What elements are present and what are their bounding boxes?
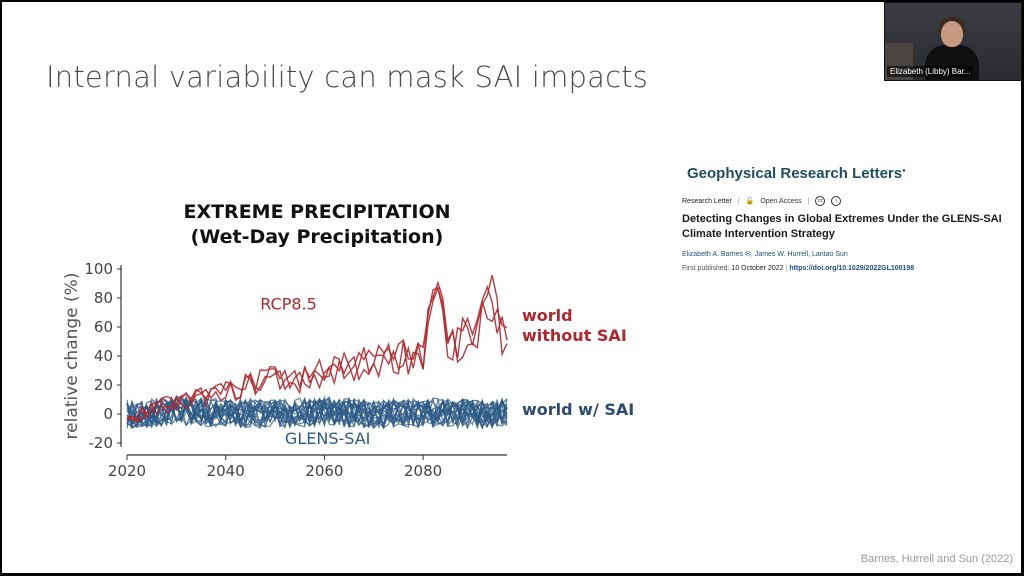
article-type: Research Letter <box>682 197 732 205</box>
x-tick-label: 2040 <box>207 462 245 480</box>
first-published-label: First published: <box>682 265 730 272</box>
journal-mark-icon: ● <box>902 168 906 174</box>
journal-name: Geophysical Research Letters● <box>687 165 1012 182</box>
glens-sai-member-line <box>126 397 508 429</box>
lock-icon: 🔓 <box>745 198 755 205</box>
label-world-without-sai-line: without SAI <box>522 326 627 345</box>
first-published-date: 10 October 2022 <box>731 265 784 272</box>
citation: Barnes, Hurrell and Sun (2022) <box>860 553 1013 565</box>
y-tick-label: 60 <box>94 318 113 336</box>
glens-sai-member-line <box>126 397 508 430</box>
y-tick-label: 40 <box>94 347 113 365</box>
rcp85-member-line <box>126 280 508 424</box>
y-tick-label: -20 <box>89 434 114 452</box>
meta-separator: | <box>807 197 810 205</box>
rcp85-member-line <box>126 284 508 422</box>
article-meta: Research Letter | 🔓 Open Access | cc i <box>682 196 1012 206</box>
author-link[interactable]: Elizabeth A. Barnes <box>682 251 744 258</box>
participant-video-tile[interactable]: Elizabeth (Libby) Bar... <box>884 2 1022 81</box>
journal-name-text: Geophysical Research Letters <box>687 165 903 182</box>
x-tick-label: 2060 <box>305 462 343 480</box>
paper-card[interactable]: Geophysical Research Letters● Research L… <box>682 165 1012 272</box>
chart-title-line1: EXTREME PRECIPITATION <box>183 201 451 223</box>
glens-sai-series-label: GLENS-SAI <box>285 429 370 448</box>
paper-authors: Elizabeth A. Barnes ✉, James W. Hurrell,… <box>682 250 1012 258</box>
chart-title-line2: (Wet-Day Precipitation) <box>190 226 444 248</box>
meta-separator: | <box>737 197 740 205</box>
y-tick-label: 80 <box>94 289 113 307</box>
publication-row: First published: 10 October 2022 | https… <box>682 265 1012 272</box>
participant-face <box>941 21 963 47</box>
label-world-with-sai: world w/ SAI <box>522 400 635 419</box>
rcp85-member-line <box>126 275 508 421</box>
open-access-label[interactable]: Open Access <box>760 197 802 205</box>
mail-icon[interactable]: ✉ <box>745 251 751 258</box>
meta-separator: | <box>785 265 788 272</box>
x-tick-label: 2080 <box>404 462 442 480</box>
doi-link[interactable]: https://doi.org/10.1029/2022GL100198 <box>789 265 915 272</box>
by-license-icon[interactable]: i <box>831 196 842 206</box>
chart-title: EXTREME PRECIPITATION (Wet-Day Precipita… <box>152 200 482 250</box>
label-world-without-sai-line: world <box>522 306 573 325</box>
glens-sai-member-line <box>126 397 508 429</box>
y-tick-label: 20 <box>94 376 113 394</box>
y-axis-label: relative change (%) <box>62 273 82 440</box>
rcp85-series-label: RCP8.5 <box>260 295 317 314</box>
glens-sai-member-line <box>126 396 508 430</box>
cc-license-icon[interactable]: cc <box>815 196 826 206</box>
slide-title: Internal variability can mask SAI impact… <box>46 60 649 94</box>
participant-name-tag: Elizabeth (Libby) Bar... <box>887 66 974 77</box>
paper-title[interactable]: Detecting Changes in Global Extremes Und… <box>682 213 1002 240</box>
y-tick-label: 0 <box>103 405 113 423</box>
x-tick-label: 2020 <box>108 462 146 480</box>
author-list-rest[interactable]: , James W. Hurrell, Lantao Sun <box>750 251 848 258</box>
label-world-without-sai: world without SAI <box>522 306 627 346</box>
y-tick-label: 100 <box>84 260 113 278</box>
label-world-without-sai-text: world without SAI <box>522 306 627 345</box>
